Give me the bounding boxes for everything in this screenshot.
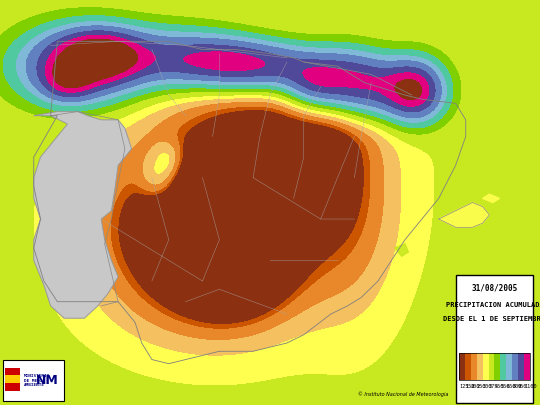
Text: 800: 800 bbox=[512, 384, 522, 388]
Bar bbox=[5, 368, 20, 375]
Bar bbox=[477, 353, 483, 380]
Text: 375: 375 bbox=[489, 384, 498, 388]
Bar bbox=[501, 353, 507, 380]
Bar bbox=[483, 353, 489, 380]
Polygon shape bbox=[483, 194, 500, 202]
Polygon shape bbox=[33, 112, 132, 318]
Bar bbox=[456, 275, 534, 403]
Bar bbox=[512, 353, 518, 380]
Text: 1100: 1100 bbox=[524, 384, 536, 388]
Text: 300: 300 bbox=[483, 384, 492, 388]
Bar bbox=[5, 375, 20, 383]
Bar bbox=[3, 360, 64, 401]
Bar bbox=[465, 353, 471, 380]
Bar bbox=[524, 353, 530, 380]
Polygon shape bbox=[438, 202, 489, 227]
Text: DESDE EL 1 DE SEPTIEMBRE: DESDE EL 1 DE SEPTIEMBRE bbox=[443, 316, 540, 322]
Text: 550: 550 bbox=[501, 384, 510, 388]
Text: MINISTERIO
DE MEDIO
AMBIENTE: MINISTERIO DE MEDIO AMBIENTE bbox=[24, 374, 50, 387]
Text: PRECIPITACION ACUMULADA: PRECIPITACION ACUMULADA bbox=[446, 302, 540, 308]
Bar bbox=[489, 353, 495, 380]
Polygon shape bbox=[395, 244, 408, 256]
Text: 950: 950 bbox=[518, 384, 528, 388]
Bar bbox=[518, 353, 524, 380]
Bar bbox=[471, 353, 477, 380]
Text: 650: 650 bbox=[507, 384, 516, 388]
Text: 125: 125 bbox=[459, 384, 468, 388]
Text: 150: 150 bbox=[465, 384, 474, 388]
Bar bbox=[495, 353, 501, 380]
Text: NM: NM bbox=[36, 374, 59, 387]
Text: 200: 200 bbox=[471, 384, 480, 388]
Bar bbox=[459, 353, 530, 380]
Bar bbox=[459, 353, 465, 380]
Text: 450: 450 bbox=[495, 384, 504, 388]
Text: © Instituto Nacional de Meteorologia: © Instituto Nacional de Meteorologia bbox=[359, 391, 449, 397]
Text: 31/08/2005: 31/08/2005 bbox=[471, 283, 517, 292]
Text: 250: 250 bbox=[477, 384, 486, 388]
Bar bbox=[5, 383, 20, 390]
Bar bbox=[507, 353, 512, 380]
